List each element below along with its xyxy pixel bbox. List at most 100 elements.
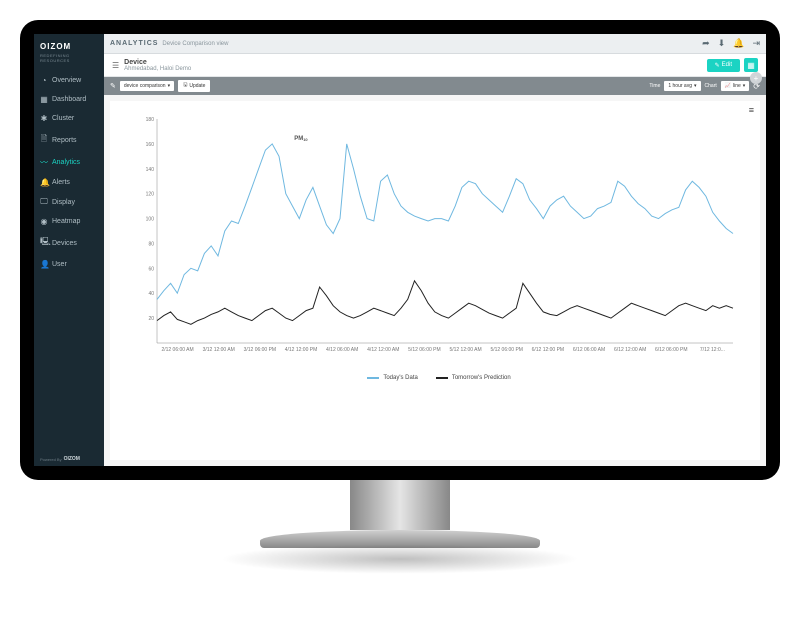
svg-text:2/12 06:00 AM: 2/12 06:00 AM	[161, 347, 193, 353]
page-title: ANALYTICS	[110, 40, 158, 47]
bell-icon[interactable]: 🔔	[733, 38, 744, 49]
device-info: Device Ahmedabad, Haloi Demo	[124, 59, 191, 72]
monitor-stand-neck	[350, 480, 450, 530]
svg-text:3/12 06:00 PM: 3/12 06:00 PM	[244, 347, 277, 353]
chevron-down-icon: ▾	[743, 83, 746, 89]
user-icon: 👤	[40, 260, 48, 269]
share-icon[interactable]: ➦	[702, 38, 710, 49]
dashboard-icon: ▦	[40, 95, 48, 104]
chevron-down-icon: ▾	[168, 83, 171, 89]
svg-text:80: 80	[148, 241, 154, 247]
analytics-chart: 20 40 60 80 100 120 140 160 180 2/12 06:00 AM 3/1…	[128, 111, 750, 371]
legend-item-today: Today's Data	[367, 375, 418, 381]
svg-text:120: 120	[146, 192, 155, 198]
svg-text:6/12 12:00 PM: 6/12 12:00 PM	[532, 347, 565, 353]
heatmap-icon: ◉	[40, 217, 48, 226]
device-actions: ✎ Edit ▦	[707, 58, 758, 72]
monitor-shadow	[220, 544, 580, 574]
brand-tagline: REDEFINING RESOURCES	[34, 53, 104, 71]
sidebar-item-label: Cluster	[52, 115, 74, 122]
device-location: Ahmedabad, Haloi Demo	[124, 66, 191, 72]
add-button[interactable]: +	[750, 72, 762, 84]
svg-text:6/12 12:00 AM: 6/12 12:00 AM	[614, 347, 646, 353]
chart-toolbar: ✎ device comparison ▾ 🖫 Update Time 1 ho…	[104, 77, 766, 95]
sidebar-item-label: User	[52, 261, 67, 268]
device-label: Device	[124, 59, 191, 66]
svg-text:4/12 12:00 PM: 4/12 12:00 PM	[285, 347, 318, 353]
time-select[interactable]: 1 hour avg ▾	[664, 81, 700, 91]
chevron-down-icon: ▾	[694, 83, 697, 89]
svg-text:160: 160	[146, 142, 155, 148]
svg-text:100: 100	[146, 217, 155, 223]
topbar: ANALYTICS Device Comparison view ➦ ⬇ 🔔 ⇥	[104, 34, 766, 54]
legend-swatch	[367, 377, 379, 379]
exit-icon[interactable]: ⇥	[752, 38, 760, 49]
monitor-frame: OIZOM REDEFINING RESOURCES ◔ Overview ▦ …	[20, 20, 780, 480]
legend-swatch	[436, 377, 448, 379]
chart-type-value: line	[733, 83, 741, 89]
svg-text:60: 60	[148, 266, 154, 272]
download-icon[interactable]: ⬇	[718, 38, 726, 49]
sidebar-item-devices[interactable]: 🖳 Devices	[34, 231, 104, 255]
svg-text:40: 40	[148, 291, 154, 297]
powered-brand: OIZOM	[64, 456, 80, 462]
svg-text:7/12 12:0...: 7/12 12:0...	[700, 347, 725, 353]
svg-text:5/12 12:00 AM: 5/12 12:00 AM	[449, 347, 481, 353]
comparison-select-label: device comparison	[124, 83, 166, 89]
time-select-value: 1 hour avg	[668, 83, 692, 89]
devices-icon: 🖳	[40, 236, 48, 250]
page-subtitle: Device Comparison view	[162, 41, 228, 47]
sidebar-item-label: Reports	[52, 137, 77, 144]
sidebar: OIZOM REDEFINING RESOURCES ◔ Overview ▦ …	[34, 34, 104, 466]
list-icon: ☰	[112, 61, 119, 70]
brand-name: OIZOM	[34, 34, 104, 53]
display-icon: 🖵	[40, 197, 48, 207]
sidebar-item-overview[interactable]: ◔ Overview	[34, 71, 104, 90]
comparison-select[interactable]: device comparison ▾	[120, 81, 174, 91]
alerts-icon: 🔔	[40, 178, 48, 187]
cluster-icon: ✱	[40, 114, 48, 123]
toolbar-right: Time 1 hour avg ▾ Chart 📈 line ▾ ⟳	[649, 81, 760, 91]
sidebar-item-label: Heatmap	[52, 218, 80, 225]
chart-type-select[interactable]: 📈 line ▾	[721, 81, 750, 91]
powered-by-label: Powered By	[40, 457, 62, 462]
legend-label: Tomorrow's Prediction	[452, 375, 511, 381]
pencil-icon[interactable]: ✎	[110, 82, 116, 90]
main-pane: ANALYTICS Device Comparison view ➦ ⬇ 🔔 ⇥…	[104, 34, 766, 466]
edit-button[interactable]: ✎ Edit	[707, 59, 740, 72]
sidebar-item-dashboard[interactable]: ▦ Dashboard	[34, 90, 104, 109]
sidebar-footer: Powered By OIZOM	[34, 452, 104, 466]
sidebar-item-alerts[interactable]: 🔔 Alerts	[34, 173, 104, 192]
svg-text:4/12 12:00 AM: 4/12 12:00 AM	[367, 347, 399, 353]
update-button-label: Update	[189, 83, 205, 89]
svg-text:6/12 06:00 PM: 6/12 06:00 PM	[655, 347, 688, 353]
sidebar-item-display[interactable]: 🖵 Display	[34, 192, 104, 212]
overview-icon: ◔	[40, 76, 48, 85]
svg-text:5/12 06:00 PM: 5/12 06:00 PM	[408, 347, 441, 353]
svg-text:140: 140	[146, 167, 155, 173]
svg-text:180: 180	[146, 117, 155, 123]
sidebar-item-label: Devices	[52, 240, 77, 247]
sidebar-item-label: Alerts	[52, 179, 70, 186]
chart-type-label: Chart	[705, 83, 717, 89]
sidebar-item-cluster[interactable]: ✱ Cluster	[34, 109, 104, 128]
pencil-icon: ✎	[715, 62, 720, 69]
sidebar-item-analytics[interactable]: 〰 Analytics	[34, 152, 104, 173]
svg-text:5/12 06:00 PM: 5/12 06:00 PM	[490, 347, 523, 353]
app-screen: OIZOM REDEFINING RESOURCES ◔ Overview ▦ …	[34, 34, 766, 466]
sidebar-item-label: Overview	[52, 77, 81, 84]
chart-menu-icon[interactable]: ≡	[749, 105, 754, 115]
sidebar-item-label: Analytics	[52, 159, 80, 166]
svg-text:PM10: PM10	[294, 136, 308, 142]
sidebar-item-label: Display	[52, 199, 75, 206]
sidebar-item-user[interactable]: 👤 User	[34, 255, 104, 274]
svg-text:20: 20	[148, 316, 154, 322]
legend-item-prediction: Tomorrow's Prediction	[436, 375, 511, 381]
save-icon: 🖫	[183, 82, 187, 90]
grid-button[interactable]: ▦	[744, 58, 758, 72]
time-label: Time	[649, 83, 660, 89]
sidebar-item-reports[interactable]: 🗎 Reports	[34, 128, 104, 152]
update-button[interactable]: 🖫 Update	[178, 80, 210, 92]
sidebar-item-heatmap[interactable]: ◉ Heatmap	[34, 212, 104, 231]
topbar-actions: ➦ ⬇ 🔔 ⇥	[702, 38, 760, 49]
